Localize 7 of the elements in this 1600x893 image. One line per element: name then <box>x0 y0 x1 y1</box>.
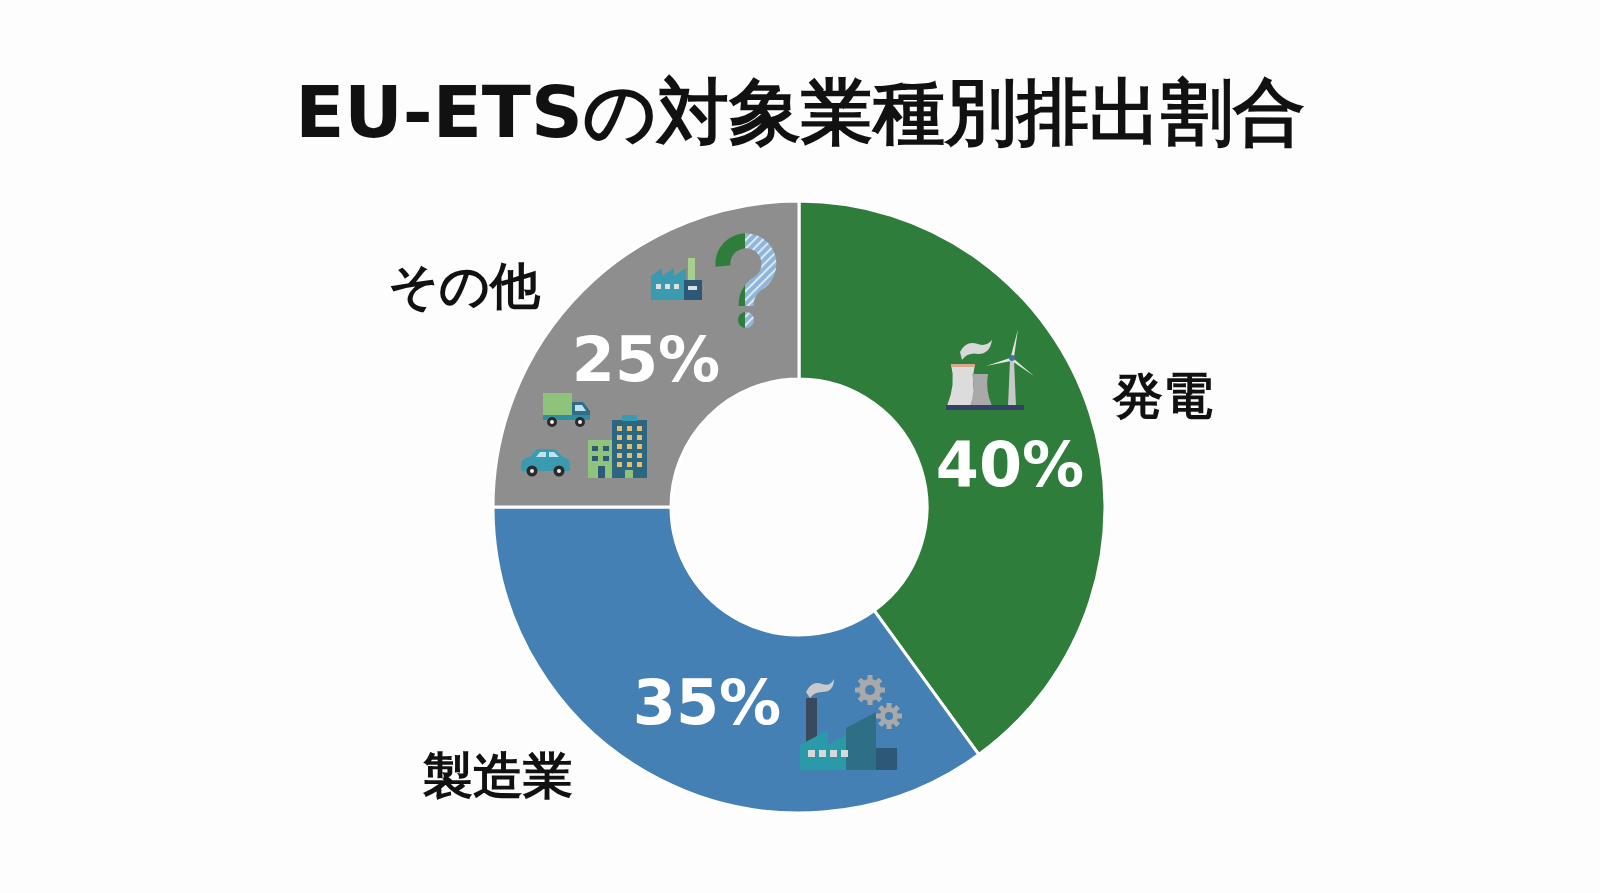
slice-label: その他 <box>388 257 541 315</box>
data-label: 25% <box>571 322 721 396</box>
slice-label: 製造業 <box>422 747 573 805</box>
data-label: 35% <box>632 665 782 739</box>
chart-title: EU-ETSの対象業種別排出割合 <box>295 70 1305 154</box>
slice-label: 発電 <box>1111 367 1213 425</box>
data-label: 40% <box>935 427 1085 501</box>
